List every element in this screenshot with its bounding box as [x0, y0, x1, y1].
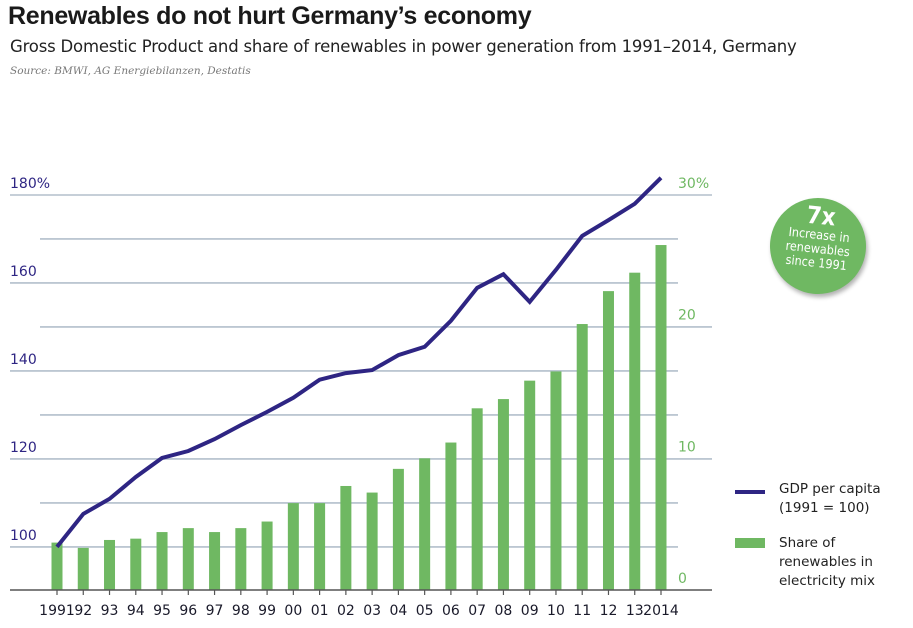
left-axis-label: 140	[10, 352, 37, 368]
chart-subtitle: Gross Domestic Product and share of rene…	[10, 37, 797, 56]
renewables-bar-1991	[51, 542, 63, 590]
x-tick-label: 04	[389, 603, 407, 619]
x-tick-label: 97	[206, 603, 224, 619]
renewables-bar-05	[419, 458, 431, 590]
legend-gdp-label: GDP per capita (1991 = 100)	[779, 480, 881, 518]
x-tick-label: 93	[101, 603, 119, 619]
chart-source: Source: BMWI, AG Energiebilanzen, Destat…	[10, 65, 251, 77]
chart-title: Renewables do not hurt Germany’s economy	[8, 2, 532, 30]
renewables-bar-96	[182, 528, 194, 590]
x-tick-label: 03	[363, 603, 381, 619]
x-tick-label: 00	[284, 603, 302, 619]
x-tick-label: 2014	[643, 603, 679, 619]
renewables-bar-13	[629, 272, 641, 590]
renewables-bar-11	[576, 324, 588, 590]
renewables-bar-07	[471, 408, 483, 590]
renewables-bar-2014	[655, 245, 667, 591]
legend-share-line-1: Share of	[779, 535, 836, 551]
x-tick-label: 01	[311, 603, 329, 619]
x-tick-label: 07	[468, 603, 486, 619]
legend-gdp-line-2: (1991 = 100)	[779, 500, 870, 516]
renewables-bar-99	[261, 521, 273, 590]
x-tick-label: 99	[258, 603, 276, 619]
legend-share-label: Share of renewables in electricity mix	[779, 534, 875, 591]
x-tick-label: 06	[442, 603, 460, 619]
x-tick-label: 1991	[39, 603, 75, 619]
renewables-bar-01	[314, 503, 326, 590]
right-axis-label: 0	[678, 571, 687, 587]
right-axis-label: 20	[678, 308, 696, 324]
renewables-bar-06	[445, 442, 457, 590]
renewables-bar-97	[209, 532, 221, 590]
renewables-bar-04	[392, 468, 404, 590]
renewables-bar-98	[235, 528, 247, 590]
right-axis-label: 10	[678, 439, 696, 455]
renewables-bar-09	[524, 380, 536, 590]
renewables-bar-08	[497, 399, 509, 590]
x-tick-label: 94	[127, 603, 145, 619]
legend-share-line-3: electricity mix	[779, 573, 876, 589]
renewables-bar-00	[287, 503, 299, 590]
renewables-bar-10	[550, 371, 562, 590]
gdp-line-group	[55, 176, 663, 549]
left-axis-label: 180%	[10, 176, 50, 192]
left-axis-label: 160	[10, 264, 37, 280]
x-tick-label: 09	[521, 603, 539, 619]
x-tick-label: 13	[626, 603, 644, 619]
left-axis-label: 120	[10, 440, 37, 456]
right-axis-labels: 0 10 20 30%	[678, 176, 709, 587]
renewables-bars	[51, 245, 667, 591]
right-axis-label: 30%	[678, 176, 709, 192]
x-axis-labels: 1991 92 93 94 95 96 97 98 99 00 01 02 03 04 05 06 07 08 09…	[39, 603, 679, 619]
x-tick-label: 11	[573, 603, 591, 619]
renewables-bar-95	[156, 532, 168, 590]
gdp-line	[55, 176, 663, 549]
renewables-bar-94	[130, 538, 142, 590]
x-tick-label: 98	[232, 603, 250, 619]
legend-share-swatch	[735, 538, 765, 548]
renewables-bar-02	[340, 485, 352, 590]
legend-gdp-line-1: GDP per capita	[779, 481, 881, 497]
x-tick-label: 05	[416, 603, 434, 619]
gridlines	[10, 194, 712, 548]
renewables-bar-12	[602, 291, 614, 590]
renewables-bar-93	[104, 539, 116, 590]
x-tick-label: 02	[337, 603, 355, 619]
x-tick-label: 95	[153, 603, 171, 619]
x-tick-label: 12	[600, 603, 618, 619]
left-axis-labels: 100 120 140 160 180%	[10, 176, 50, 544]
x-tick-label: 92	[74, 603, 92, 619]
left-axis-label: 100	[10, 528, 37, 544]
x-axis	[10, 589, 712, 595]
legend-share-line-2: renewables in	[779, 554, 873, 570]
x-tick-label: 08	[495, 603, 513, 619]
renewables-bar-03	[366, 492, 378, 590]
legend-gdp-swatch	[735, 490, 765, 494]
x-tick-label: 96	[179, 603, 197, 619]
x-tick-label: 10	[547, 603, 565, 619]
renewables-bar-92	[77, 547, 89, 590]
